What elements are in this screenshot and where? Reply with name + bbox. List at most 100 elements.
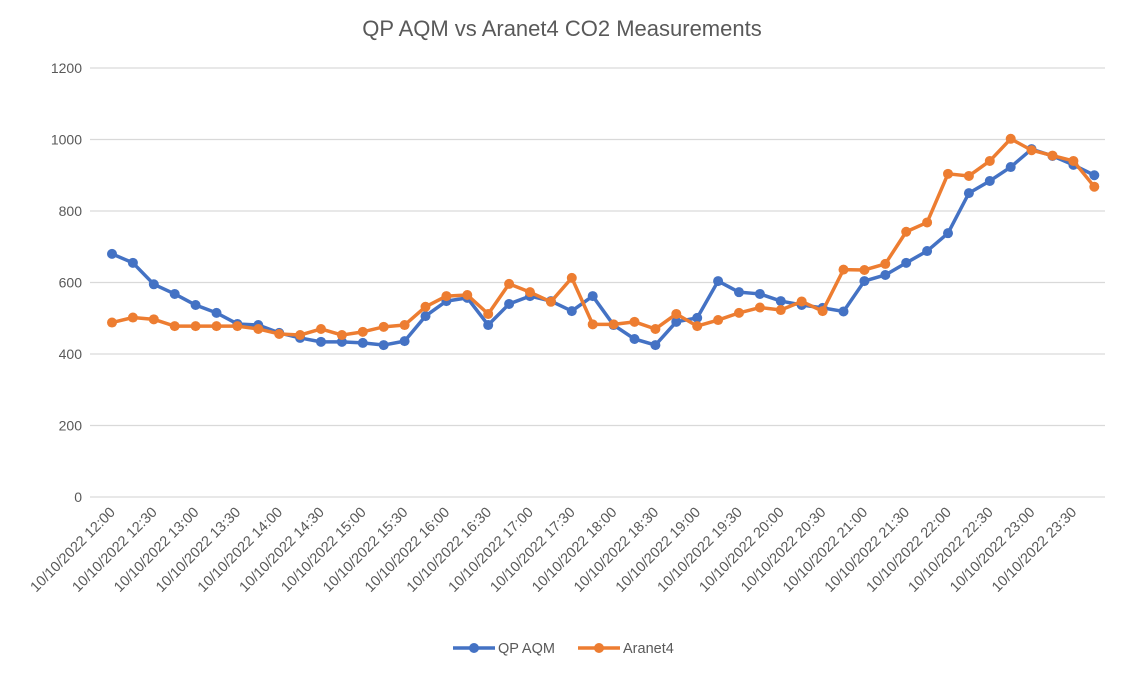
data-point (838, 306, 849, 317)
data-point (420, 311, 431, 322)
data-point (880, 269, 891, 280)
data-point (169, 321, 180, 332)
data-point (629, 316, 640, 327)
data-point (713, 315, 724, 326)
data-point (566, 306, 577, 317)
data-point (295, 330, 306, 341)
y-tick-label: 200 (59, 418, 83, 434)
data-point (357, 326, 368, 337)
data-point (483, 320, 494, 331)
data-point (713, 276, 724, 287)
chart-title: QP AQM vs Aranet4 CO2 Measurements (362, 16, 761, 41)
legend-label: QP AQM (498, 641, 555, 657)
y-tick-label: 600 (59, 275, 83, 291)
legend: QP AQM Aranet4 (453, 641, 674, 657)
data-point (107, 248, 117, 259)
data-point (378, 321, 389, 332)
data-point (984, 175, 995, 186)
data-point (378, 340, 389, 351)
data-point (253, 323, 264, 334)
data-point (587, 291, 598, 302)
data-point (504, 278, 515, 289)
data-point (1089, 181, 1100, 192)
data-point (127, 312, 138, 323)
data-point (190, 321, 201, 332)
data-point (943, 168, 953, 179)
data-point (734, 307, 744, 318)
data-point (775, 305, 786, 316)
y-tick-label: 800 (59, 203, 83, 219)
data-point (1068, 155, 1079, 166)
y-axis: 0 200 400 600 800 1000 1200 (51, 60, 82, 505)
data-point (963, 170, 974, 181)
data-point (650, 323, 661, 334)
data-point (190, 300, 201, 311)
data-point (525, 287, 535, 298)
data-point (922, 217, 933, 228)
data-point (692, 321, 703, 332)
data-point (901, 257, 912, 268)
legend-marker (469, 643, 479, 653)
data-point (107, 317, 117, 328)
legend-item[interactable]: QP AQM (453, 641, 555, 657)
data-point (211, 321, 222, 332)
data-point (817, 306, 828, 317)
data-point (859, 276, 870, 287)
data-point (587, 319, 598, 330)
data-point (692, 312, 703, 323)
data-point (148, 314, 159, 325)
legend-label: Aranet4 (623, 641, 674, 657)
data-point (399, 320, 410, 331)
gridlines (90, 67, 1105, 498)
data-point (650, 340, 661, 351)
legend-marker (594, 643, 604, 653)
y-tick-label: 1000 (51, 132, 82, 148)
y-tick-label: 400 (59, 346, 83, 362)
data-point (859, 264, 870, 275)
data-point (420, 301, 431, 312)
data-point (838, 264, 849, 275)
data-point (545, 296, 556, 307)
data-point (671, 308, 682, 319)
data-point (127, 257, 138, 268)
legend-item[interactable]: Aranet4 (578, 641, 674, 657)
data-point (734, 287, 744, 298)
y-tick-label: 1200 (51, 60, 82, 76)
data-point (1089, 170, 1100, 181)
data-point (1047, 150, 1058, 161)
data-point (963, 188, 974, 199)
data-point (274, 328, 285, 339)
data-point (462, 290, 473, 301)
data-point (316, 323, 326, 334)
data-point (754, 288, 765, 299)
data-point (148, 279, 159, 290)
data-point (943, 228, 953, 239)
data-point (169, 288, 180, 299)
y-tick-label: 0 (74, 489, 82, 505)
data-point (901, 226, 912, 237)
data-point (211, 307, 222, 318)
data-point (796, 296, 807, 307)
data-point (984, 155, 995, 166)
series-lines (107, 133, 1100, 351)
data-point (1005, 162, 1016, 173)
data-point (566, 272, 577, 283)
data-point (357, 337, 368, 348)
data-point (232, 321, 243, 332)
data-point (483, 308, 494, 319)
data-point (880, 258, 891, 269)
data-point (504, 298, 515, 309)
data-point (1026, 145, 1037, 156)
data-point (316, 336, 326, 347)
data-point (441, 291, 452, 302)
data-point (608, 319, 619, 330)
data-point (775, 296, 786, 307)
data-point (754, 302, 765, 313)
data-point (629, 333, 640, 344)
data-point (922, 246, 933, 257)
data-point (399, 336, 410, 347)
data-point (336, 330, 347, 341)
data-point (671, 316, 682, 327)
